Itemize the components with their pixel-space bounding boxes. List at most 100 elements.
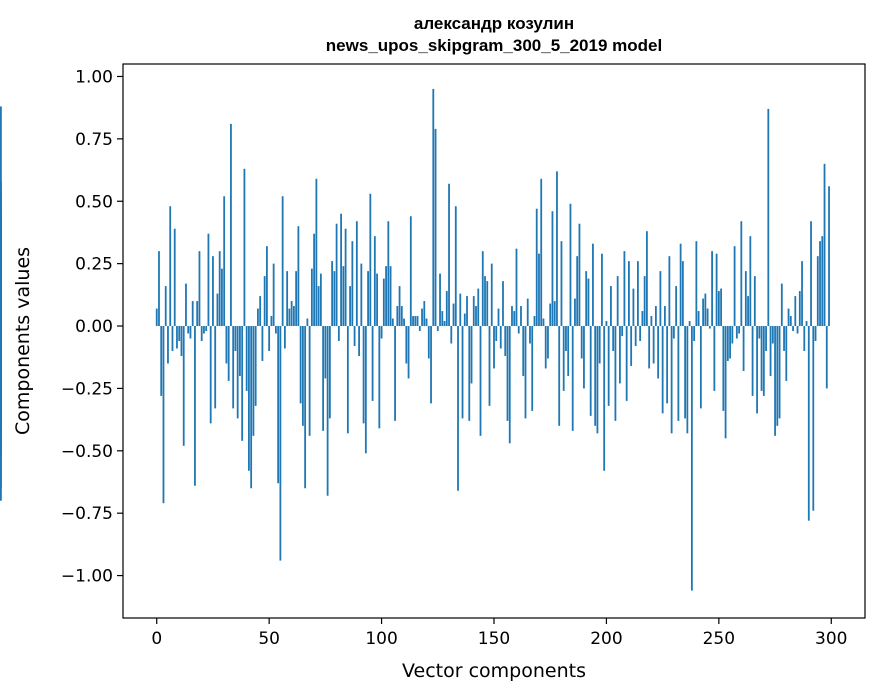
- bar-component-218: [646, 231, 648, 327]
- bar-component-291: [810, 221, 812, 327]
- bar-component-170: [538, 253, 540, 327]
- bar-component-178: [556, 171, 558, 327]
- bar-component-167: [531, 326, 534, 411]
- bar-component-33: [230, 123, 232, 327]
- bar-component-109: [400, 306, 403, 327]
- bar-component-286: [798, 291, 801, 327]
- bar-component-23: [207, 233, 210, 327]
- x-tick-label: 0: [151, 629, 162, 649]
- bar-component-174: [547, 326, 549, 359]
- bar-component-19: [198, 251, 201, 327]
- bar-component-247: [711, 251, 713, 327]
- bar-component-212: [632, 288, 635, 327]
- bar-component-265: [751, 326, 754, 396]
- bar-component-56: [281, 196, 284, 327]
- bar-component-128: [443, 321, 446, 327]
- bar-component-256: [731, 326, 734, 344]
- bar-component-177: [553, 301, 556, 327]
- bar-component-263: [747, 296, 749, 327]
- y-tick-label: 1.00: [75, 67, 113, 87]
- bar-component-264: [749, 236, 752, 327]
- bar-component-102: [385, 266, 387, 327]
- bar-component-27: [216, 293, 219, 327]
- bar-component-282: [789, 316, 792, 327]
- y-tick-label: −0.50: [61, 442, 113, 462]
- bar-component-287: [801, 261, 803, 327]
- bar-component-51: [270, 316, 273, 327]
- bar-component-87: [351, 241, 354, 327]
- bar-component-145: [481, 251, 484, 327]
- bar-component-248: [713, 326, 716, 391]
- bar-component-57: [283, 326, 286, 349]
- bar-component-67: [306, 318, 309, 327]
- bar-component-206: [619, 326, 621, 384]
- bar-component-159: [513, 311, 516, 327]
- bar-component-143: [477, 288, 480, 327]
- bar-component-26: [214, 326, 217, 409]
- bar-component-131: [450, 326, 453, 344]
- y-tick-label: −0.75: [61, 504, 113, 524]
- bar-component-69: [310, 268, 313, 327]
- bar-component-108: [398, 286, 401, 327]
- bar-component-81: [337, 326, 340, 341]
- bar-component-179: [558, 326, 561, 426]
- bar-component-241: [697, 311, 700, 327]
- bar-component-undefined: [0, 181, 2, 327]
- bar-component-5: [167, 326, 169, 364]
- bar-component-237: [688, 321, 691, 327]
- bar-component-111: [405, 326, 408, 364]
- bar-component-196: [596, 326, 599, 434]
- bar-component-279: [783, 326, 785, 351]
- bar-component-257: [733, 246, 736, 327]
- bar-component-48: [263, 276, 266, 327]
- bar-component-249: [715, 253, 718, 327]
- bar-component-215: [639, 326, 642, 341]
- bar-component-298: [825, 326, 828, 389]
- bar-component-100: [380, 326, 383, 339]
- bar-component-198: [601, 253, 603, 327]
- bar-component-181: [562, 326, 565, 391]
- bar-component-53: [275, 326, 277, 334]
- bar-component-148: [488, 326, 491, 406]
- bar-component-295: [819, 241, 821, 327]
- bar-component-155: [504, 326, 507, 356]
- bar-component-230: [672, 326, 675, 339]
- bar-component-222: [654, 306, 657, 327]
- bar-component-55: [279, 326, 282, 561]
- bar-component-18: [196, 301, 199, 327]
- bar-component-86: [349, 286, 351, 327]
- bar-component-180: [560, 241, 563, 327]
- bar-component-75: [324, 326, 327, 379]
- bar-component-4: [164, 286, 167, 327]
- bar-component-208: [623, 251, 626, 327]
- bar-component-13: [185, 283, 187, 327]
- bar-component-229: [670, 326, 673, 434]
- bar-component-242: [699, 326, 702, 409]
- bar-component-83: [342, 266, 345, 327]
- bar-component-114: [412, 316, 414, 327]
- bar-component-98: [376, 273, 378, 327]
- bar-component-231: [675, 286, 678, 327]
- bar-component-46: [259, 296, 262, 327]
- bar-component-7: [171, 326, 174, 351]
- bar-component-292: [812, 326, 815, 511]
- x-axis-ticks: 0 50 100 150 200 250 300: [151, 618, 847, 649]
- bar-component-14: [187, 326, 190, 334]
- bar-component-194: [592, 243, 594, 327]
- bar-component-189: [580, 326, 583, 359]
- bar-component-164: [524, 326, 527, 419]
- bar-component-110: [403, 318, 405, 327]
- bar-component-211: [630, 326, 633, 366]
- bar-component-190: [583, 326, 585, 389]
- bar-component-197: [598, 326, 601, 364]
- bar-component-116: [416, 316, 419, 327]
- bar-component-62: [295, 271, 298, 327]
- x-tick-label: 150: [478, 629, 510, 649]
- bar-component-270: [762, 326, 765, 396]
- bar-component-52: [272, 263, 275, 327]
- bar-component-2: [160, 326, 163, 396]
- bar-component-21: [203, 326, 205, 334]
- x-tick-label: 100: [365, 629, 397, 649]
- bar-component-150: [493, 326, 495, 369]
